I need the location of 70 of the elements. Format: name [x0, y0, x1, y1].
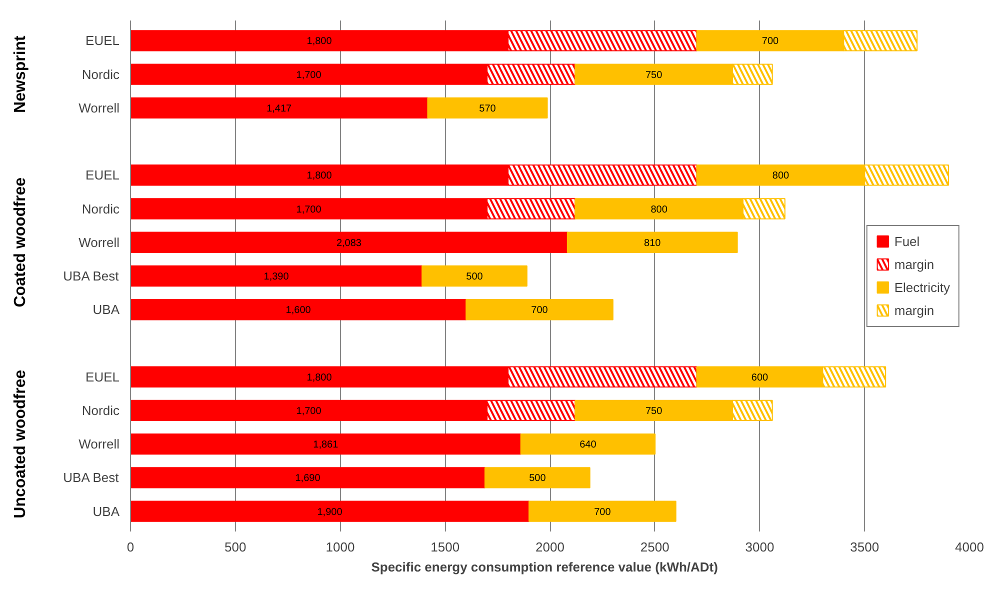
bar	[528, 500, 676, 522]
bar	[422, 265, 528, 287]
y-tick-label: Worrell	[78, 436, 120, 452]
data-label: 640	[580, 440, 597, 451]
text: Uncoated woodfree	[12, 370, 29, 518]
data-label: 1,690	[295, 473, 321, 484]
y-tick-label: Nordic	[82, 402, 120, 418]
data-label: 1,800	[306, 36, 332, 48]
bar	[130, 467, 486, 488]
legend-label: Electricity	[894, 280, 950, 294]
data-label: 1,861	[313, 440, 339, 451]
text: Newsprint	[12, 34, 29, 113]
text: Coated woodfree	[12, 177, 29, 308]
bar	[130, 97, 428, 118]
data-label: 700	[762, 36, 780, 48]
bar	[130, 299, 467, 320]
x-tick-label: 0	[126, 540, 134, 554]
data-label: 500	[529, 473, 546, 484]
x-tick-label: 500	[224, 540, 246, 554]
data-label: 570	[479, 103, 496, 114]
x-tick-label: 3000	[745, 540, 774, 554]
x-tick-label: 1000	[326, 540, 355, 554]
legend-label: margin	[894, 302, 934, 318]
y-tick-label: Nordic	[82, 201, 120, 216]
data-label: 600	[751, 372, 769, 384]
data-label: 1,800	[306, 372, 332, 384]
x-tick-label: 4000	[955, 540, 984, 554]
data-label: 800	[650, 204, 668, 216]
y-tick-label: UBA Best	[63, 268, 120, 284]
y-tick-label: UBA	[92, 302, 120, 318]
y-tick-label: Worrell	[78, 234, 120, 250]
data-label: 700	[594, 506, 612, 518]
x-axis-title: Specific energy consumption reference value (kWh/ADt)	[371, 560, 718, 574]
data-label: 800	[772, 170, 790, 182]
y-tick-label: Worrell	[78, 100, 120, 116]
data-label: 810	[644, 238, 662, 249]
bar	[566, 232, 738, 253]
y-tick-label: EUEL	[86, 33, 120, 48]
bar	[484, 467, 590, 488]
data-label: 1,900	[317, 506, 343, 518]
legend-label: Fuel	[894, 234, 920, 248]
y-tick-label: UBA	[92, 504, 120, 519]
bar	[130, 232, 568, 253]
bar	[520, 434, 656, 455]
legend-label: margin	[894, 256, 934, 272]
data-label: 2,083	[336, 238, 362, 249]
bar	[130, 434, 522, 455]
data-label: 1,800	[306, 170, 332, 182]
data-label: 750	[645, 406, 663, 417]
data-label: 500	[466, 272, 484, 282]
bar	[130, 265, 423, 287]
x-tick-label: 3500	[850, 540, 880, 554]
data-label: 1,700	[296, 204, 322, 216]
y-tick-label: EUEL	[86, 168, 120, 183]
y-tick-label: UBA Best	[63, 470, 120, 486]
x-tick-label: 2000	[536, 540, 564, 554]
data-label: 1,600	[286, 305, 312, 316]
bar	[466, 299, 614, 320]
bar	[130, 500, 530, 522]
y-tick-label: EUEL	[86, 369, 120, 384]
data-label: 700	[531, 305, 548, 316]
y-tick-label: Nordic	[82, 66, 120, 82]
data-label: 1,390	[264, 272, 290, 282]
data-label: 1,700	[296, 406, 322, 417]
bar	[427, 97, 548, 118]
x-tick-label: 2500	[640, 540, 670, 554]
data-label: 1,700	[296, 70, 322, 81]
data-label: 750	[645, 70, 663, 81]
data-label: 1,417	[266, 103, 292, 114]
x-tick-label: 1500	[430, 540, 460, 554]
